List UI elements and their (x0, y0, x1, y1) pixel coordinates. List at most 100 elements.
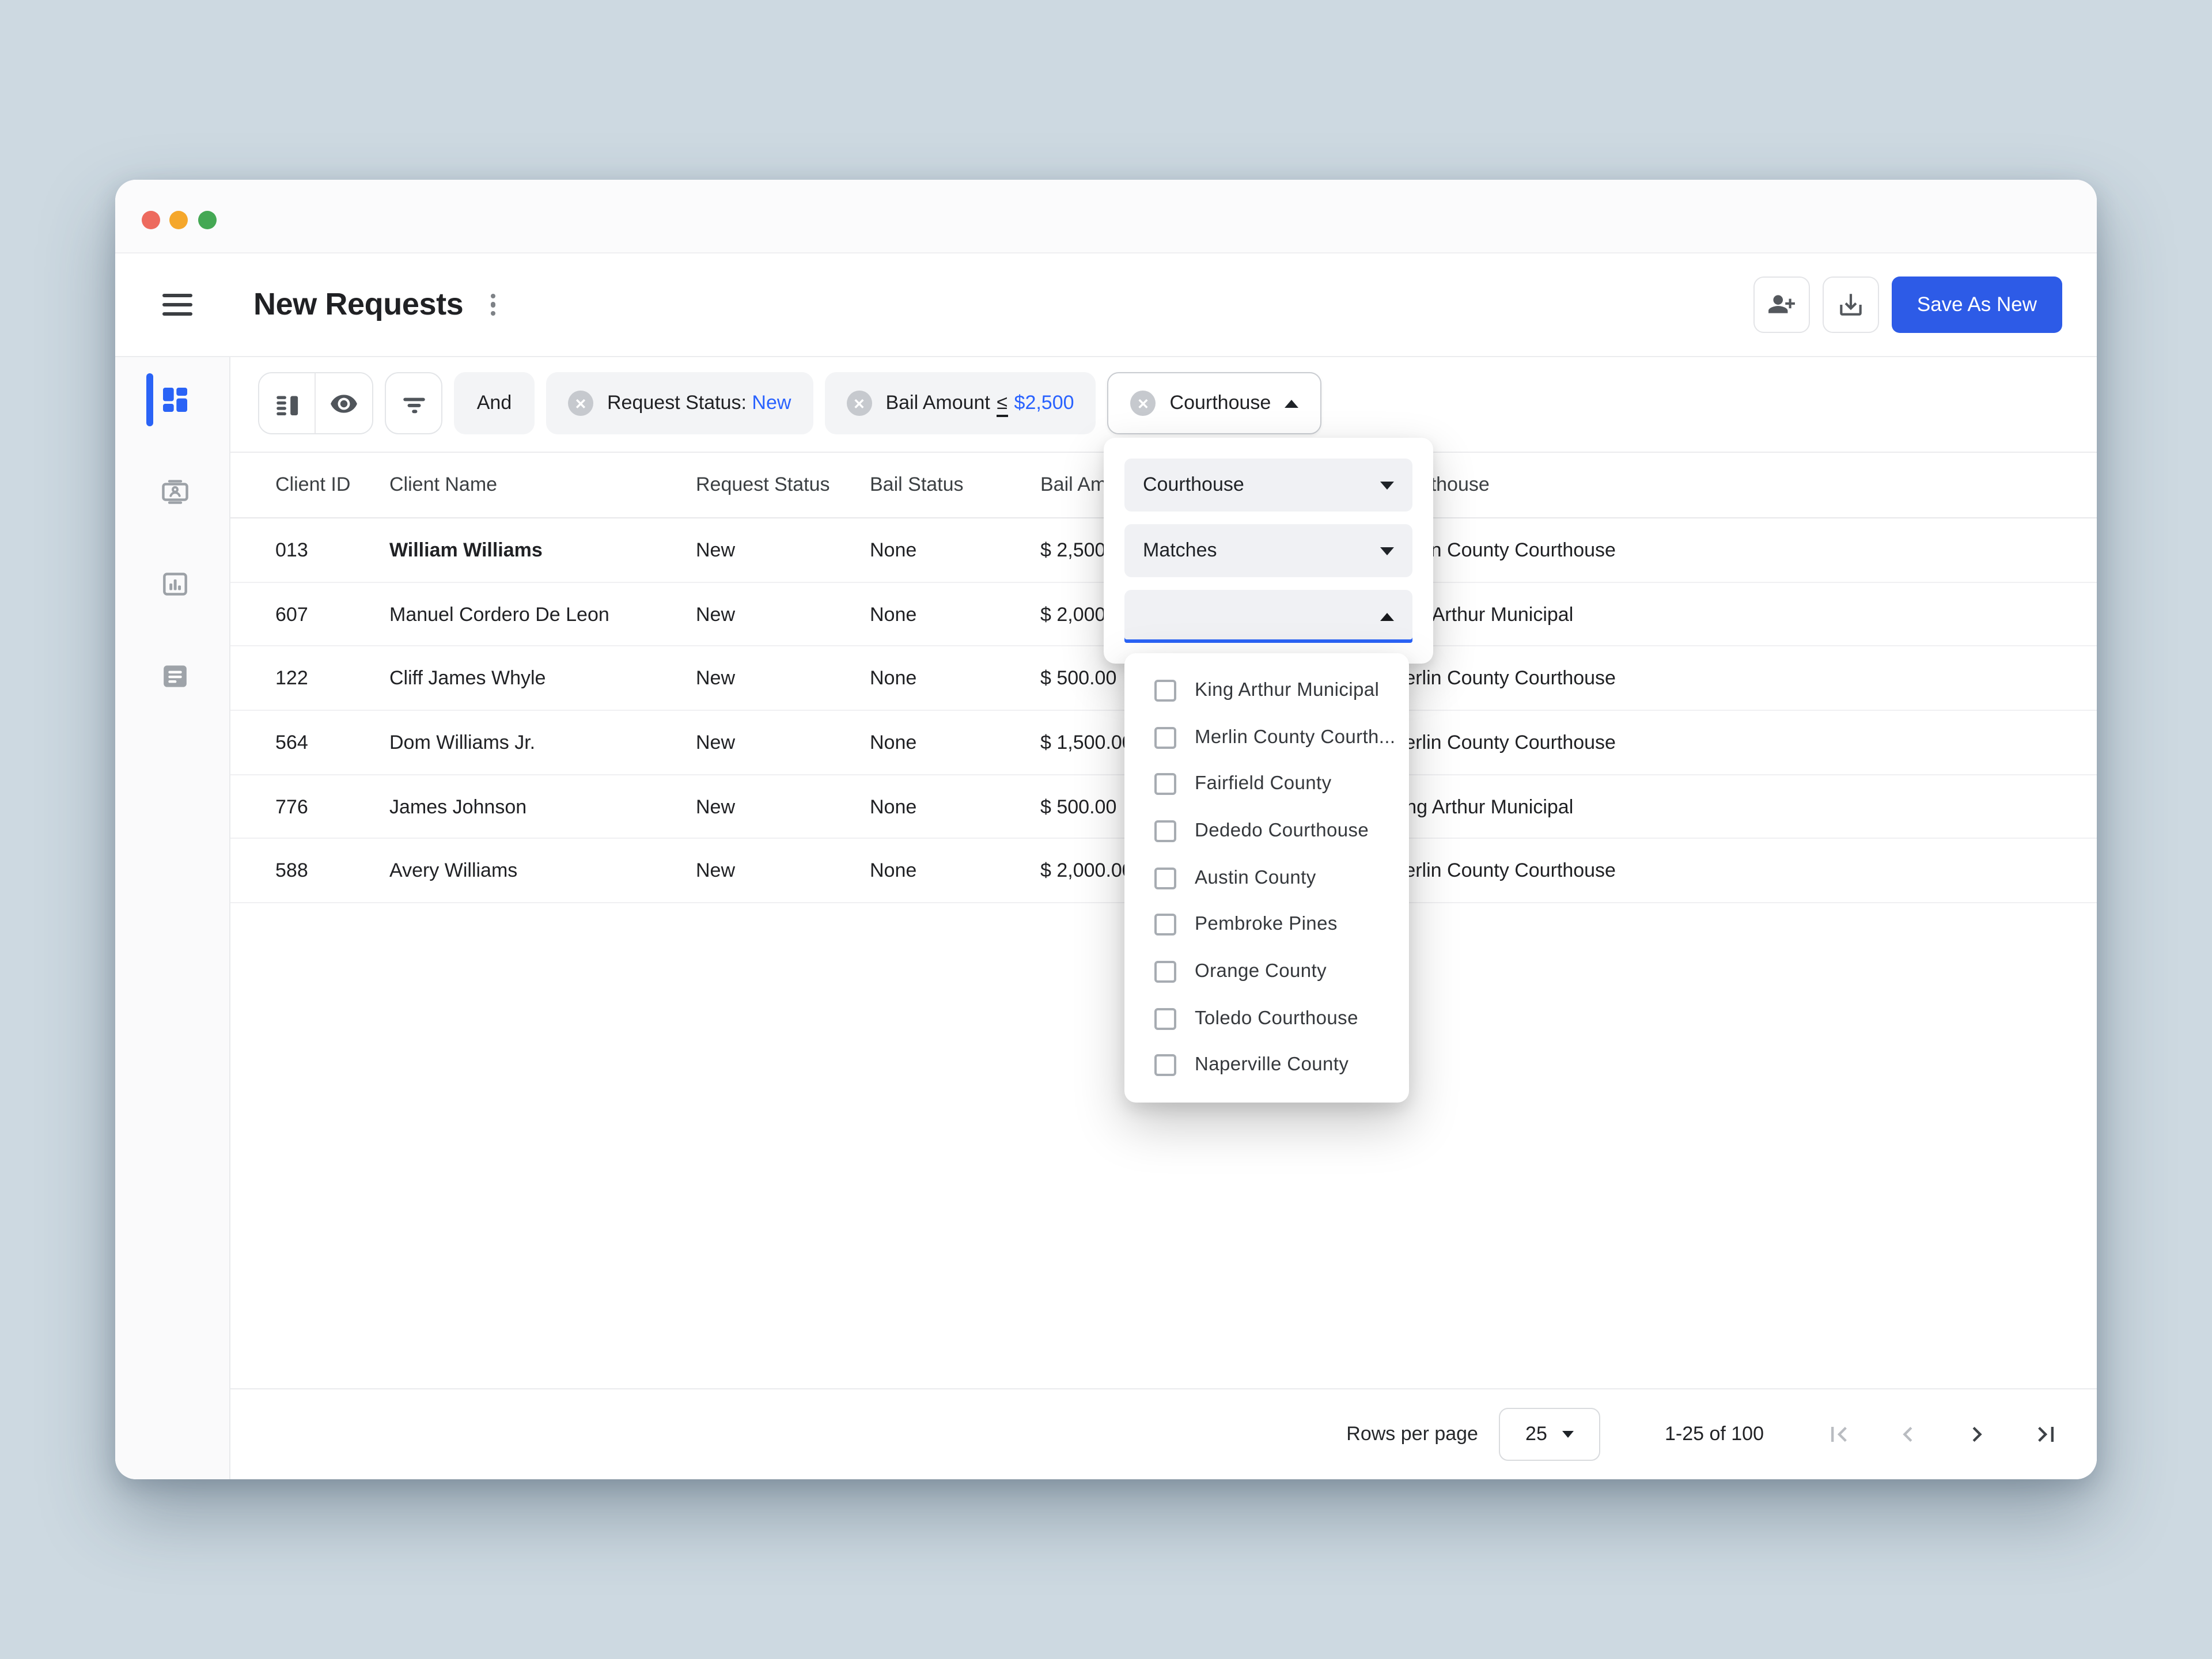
chevron-down-icon (1380, 481, 1394, 489)
window-titlebar (115, 180, 2097, 253)
cell-request-status: New (696, 796, 736, 818)
eye-icon (331, 394, 357, 412)
pagination-bar: Rows per page 25 1-25 of 100 (230, 1388, 2097, 1479)
remove-filter-icon[interactable]: ✕ (846, 391, 872, 416)
window-zoom-button[interactable] (198, 211, 217, 229)
chevron-down-icon (1562, 1431, 1574, 1438)
toolbar-actions: Save As New (1753, 276, 2062, 333)
cell-request-status: New (696, 539, 736, 561)
table-row[interactable]: 776 James Johnson New None $ 500.00 King… (230, 775, 2097, 839)
chevron-right-icon (1972, 1427, 1982, 1442)
option-merlin-county-courthouse[interactable]: Merlin County Courth... (1124, 714, 1409, 760)
contact-card-icon (162, 480, 188, 504)
add-person-button[interactable] (1753, 276, 1810, 333)
last-page-button[interactable] (2031, 1419, 2061, 1449)
option-naperville-county[interactable]: Naperville County (1124, 1042, 1409, 1089)
more-vert-icon (490, 293, 496, 316)
option-pembroke-pines[interactable]: Pembroke Pines (1124, 902, 1409, 948)
checkbox-icon[interactable] (1154, 867, 1176, 889)
sidebar-item-dashboard[interactable] (147, 372, 203, 427)
filter-chip-request-status[interactable]: ✕ Request Status: New (546, 372, 813, 434)
person-add-icon (1768, 295, 1795, 313)
filter-editor-panel: Courthouse Matches (1104, 438, 1433, 664)
cell-client-id: 588 (275, 859, 308, 882)
option-austin-county[interactable]: Austin County (1124, 854, 1409, 901)
active-nav-indicator (146, 373, 153, 426)
sidebar (115, 357, 230, 1479)
remove-filter-icon[interactable]: ✕ (1130, 391, 1156, 416)
cell-courthouse: Merlin County Courthouse (1388, 667, 1616, 690)
cell-bail-status: None (870, 539, 917, 561)
save-as-new-button[interactable]: Save As New (1891, 276, 2062, 333)
option-orange-county[interactable]: Orange County (1124, 948, 1409, 995)
cell-bail-amount: $ 1,500.00 (1040, 732, 1133, 754)
window-minimize-button[interactable] (169, 211, 188, 229)
option-fairfield-county[interactable]: Fairfield County (1124, 761, 1409, 808)
chevron-up-icon (1285, 399, 1299, 407)
sidebar-item-analytics[interactable] (147, 556, 203, 612)
sidebar-item-clients[interactable] (147, 464, 203, 520)
checkbox-icon[interactable] (1154, 914, 1176, 936)
view-toggle-group (258, 372, 373, 434)
option-toledo-courthouse[interactable]: Toledo Courthouse (1124, 995, 1409, 1041)
remove-filter-icon[interactable]: ✕ (568, 391, 593, 416)
cell-client-name: Dom Williams Jr. (389, 732, 536, 754)
window-body: And ✕ Request Status: New ✕ Bail Amount … (115, 357, 2097, 1479)
filter-chip-value: $2,500 (1014, 392, 1074, 414)
cell-client-name: William Williams (389, 539, 543, 561)
main-content: And ✕ Request Status: New ✕ Bail Amount … (230, 357, 2097, 1479)
cell-client-id: 607 (275, 603, 308, 626)
cell-request-status: New (696, 667, 736, 690)
filter-icon (403, 397, 425, 413)
rows-per-page-label: Rows per page (1346, 1423, 1478, 1445)
filter-operator-select[interactable]: Matches (1124, 524, 1412, 577)
download-button[interactable] (1822, 276, 1879, 333)
download-icon (1840, 294, 1862, 316)
dashboard-icon (163, 388, 187, 412)
column-header-client-name[interactable]: Client Name (389, 474, 498, 495)
checkbox-icon[interactable] (1154, 1054, 1176, 1077)
cell-bail-status: None (870, 667, 917, 690)
chevron-down-icon (1380, 547, 1394, 555)
visibility-button[interactable] (316, 373, 372, 433)
chevron-left-icon (1903, 1427, 1912, 1442)
filter-chip-courthouse[interactable]: ✕ Courthouse (1107, 372, 1322, 434)
filter-column-select[interactable]: Courthouse (1124, 459, 1412, 512)
more-options-button[interactable] (479, 284, 507, 325)
column-panel-button[interactable] (259, 373, 316, 433)
column-header-request-status[interactable]: Request Status (696, 474, 830, 495)
column-header-bail-status[interactable]: Bail Status (870, 474, 964, 495)
cell-request-status: New (696, 603, 736, 626)
next-page-button[interactable] (1962, 1419, 1992, 1449)
cell-client-name: James Johnson (389, 796, 527, 818)
filter-value-select[interactable] (1124, 590, 1412, 643)
filter-chip-bail-amount[interactable]: ✕ Bail Amount ≤ $2,500 (824, 372, 1096, 434)
checkbox-icon[interactable] (1154, 679, 1176, 702)
cell-request-status: New (696, 859, 736, 882)
menu-button[interactable] (162, 294, 192, 316)
menu-icon (162, 294, 192, 316)
cell-bail-status: None (870, 859, 917, 882)
checkbox-icon[interactable] (1154, 960, 1176, 983)
first-page-button[interactable] (1824, 1419, 1854, 1449)
grid-toolbar: And ✕ Request Status: New ✕ Bail Amount … (230, 357, 2097, 452)
last-page-icon (2038, 1427, 2054, 1442)
column-header-client-id[interactable]: Client ID (275, 474, 351, 495)
window-close-button[interactable] (142, 211, 160, 229)
cell-client-name: Manuel Cordero De Leon (389, 603, 609, 626)
checkbox-icon[interactable] (1154, 726, 1176, 748)
option-king-arthur-municipal[interactable]: King Arthur Municipal (1124, 667, 1409, 714)
filter-column-value: Courthouse (1143, 474, 1244, 495)
filter-button[interactable] (385, 372, 442, 434)
filter-operator-value: Matches (1143, 539, 1217, 561)
option-dededo-courthouse[interactable]: Dededo Courthouse (1124, 808, 1409, 854)
previous-page-button[interactable] (1893, 1419, 1923, 1449)
cell-request-status: New (696, 732, 736, 754)
cell-client-id: 776 (275, 796, 308, 818)
checkbox-icon[interactable] (1154, 1007, 1176, 1030)
rows-per-page-select[interactable]: 25 (1498, 1408, 1600, 1461)
checkbox-icon[interactable] (1154, 773, 1176, 796)
filter-logic-chip[interactable]: And (454, 372, 535, 434)
checkbox-icon[interactable] (1154, 820, 1176, 842)
sidebar-item-notes[interactable] (147, 649, 203, 704)
